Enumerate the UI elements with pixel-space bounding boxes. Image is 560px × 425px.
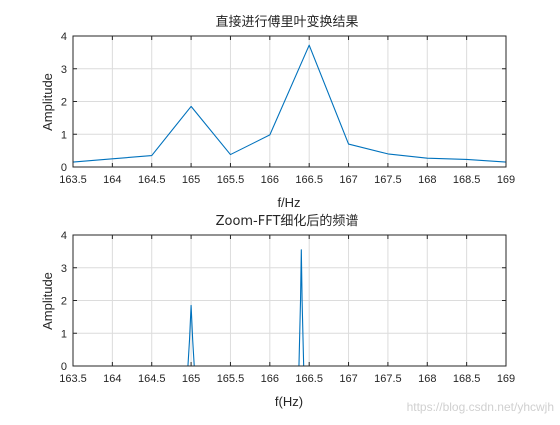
series-line	[73, 249, 506, 367]
x-tick-label: 163.5	[59, 174, 87, 186]
x-tick-label: 167	[339, 174, 357, 186]
top-chart: 直接进行傅里叶变换结果 163.5 164 164.5 165 165.5 166 166.…	[40, 14, 515, 210]
x-axis-label: f/Hz	[277, 195, 300, 210]
x-tick-label: 166.5	[295, 373, 323, 385]
x-tick-label: 164.5	[138, 174, 166, 186]
x-tick-label: 164	[103, 174, 121, 186]
x-tick-label: 167.5	[374, 174, 402, 186]
y-tick-label: 3	[61, 263, 67, 275]
y-tick-label: 2	[61, 97, 67, 109]
x-tick-label: 165	[182, 174, 200, 186]
x-tick-label: 167.5	[374, 373, 402, 385]
x-tick-label: 168	[418, 373, 436, 385]
x-tick-label: 169	[497, 373, 515, 385]
x-tick-label: 166	[261, 174, 279, 186]
x-tick-label: 168.5	[453, 174, 481, 186]
x-tick-label: 166	[261, 373, 279, 385]
x-tick-label: 163.5	[59, 373, 87, 385]
x-tick-label: 164	[103, 373, 121, 385]
x-tick-label: 168.5	[453, 373, 481, 385]
y-tick-label: 4	[61, 31, 67, 43]
watermark-text: https://blog.csdn.net/yhcwjh	[406, 400, 554, 414]
y-tick-label: 3	[61, 64, 67, 76]
chart-title: Zoom-FFT细化后的频谱	[216, 213, 359, 229]
y-tick-label: 1	[61, 129, 67, 141]
x-tick-label: 165.5	[217, 174, 245, 186]
chart-title: 直接进行傅里叶变换结果	[215, 14, 358, 30]
x-tick-label: 164.5	[138, 373, 166, 385]
y-tick-label: 0	[61, 361, 67, 373]
y-axis-label: Amplitude	[40, 73, 55, 131]
x-tick-label: 166.5	[295, 174, 323, 186]
bottom-chart: Zoom-FFT细化后的频谱 163.5 164 164.5 165 165.5 166 1…	[40, 213, 515, 409]
x-tick-label: 165	[182, 373, 200, 385]
y-tick-label: 2	[61, 296, 67, 308]
x-tick-label: 168	[418, 174, 436, 186]
y-axis-label: Amplitude	[40, 272, 55, 330]
x-axis-label: f(Hz)	[275, 394, 303, 409]
x-tick-label: 169	[497, 174, 515, 186]
x-tick-label: 167	[339, 373, 357, 385]
y-tick-label: 0	[61, 162, 67, 174]
series-line	[72, 44, 507, 163]
x-tick-label: 165.5	[217, 373, 245, 385]
y-tick-label: 4	[61, 230, 67, 242]
y-tick-label: 1	[61, 328, 67, 340]
